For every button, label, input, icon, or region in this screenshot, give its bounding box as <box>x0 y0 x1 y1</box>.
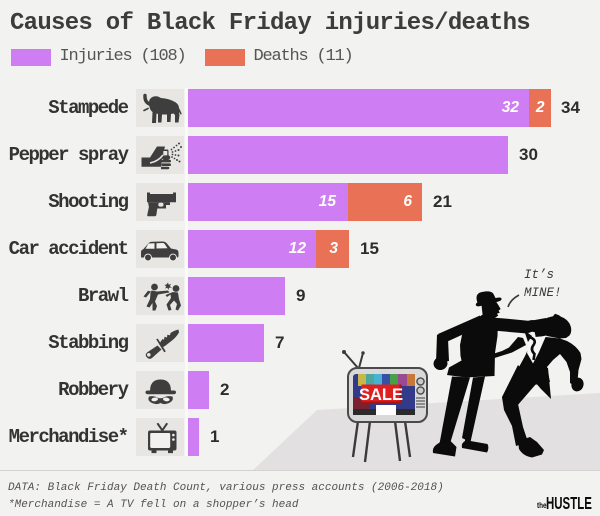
svg-text:SALE: SALE <box>359 386 403 404</box>
